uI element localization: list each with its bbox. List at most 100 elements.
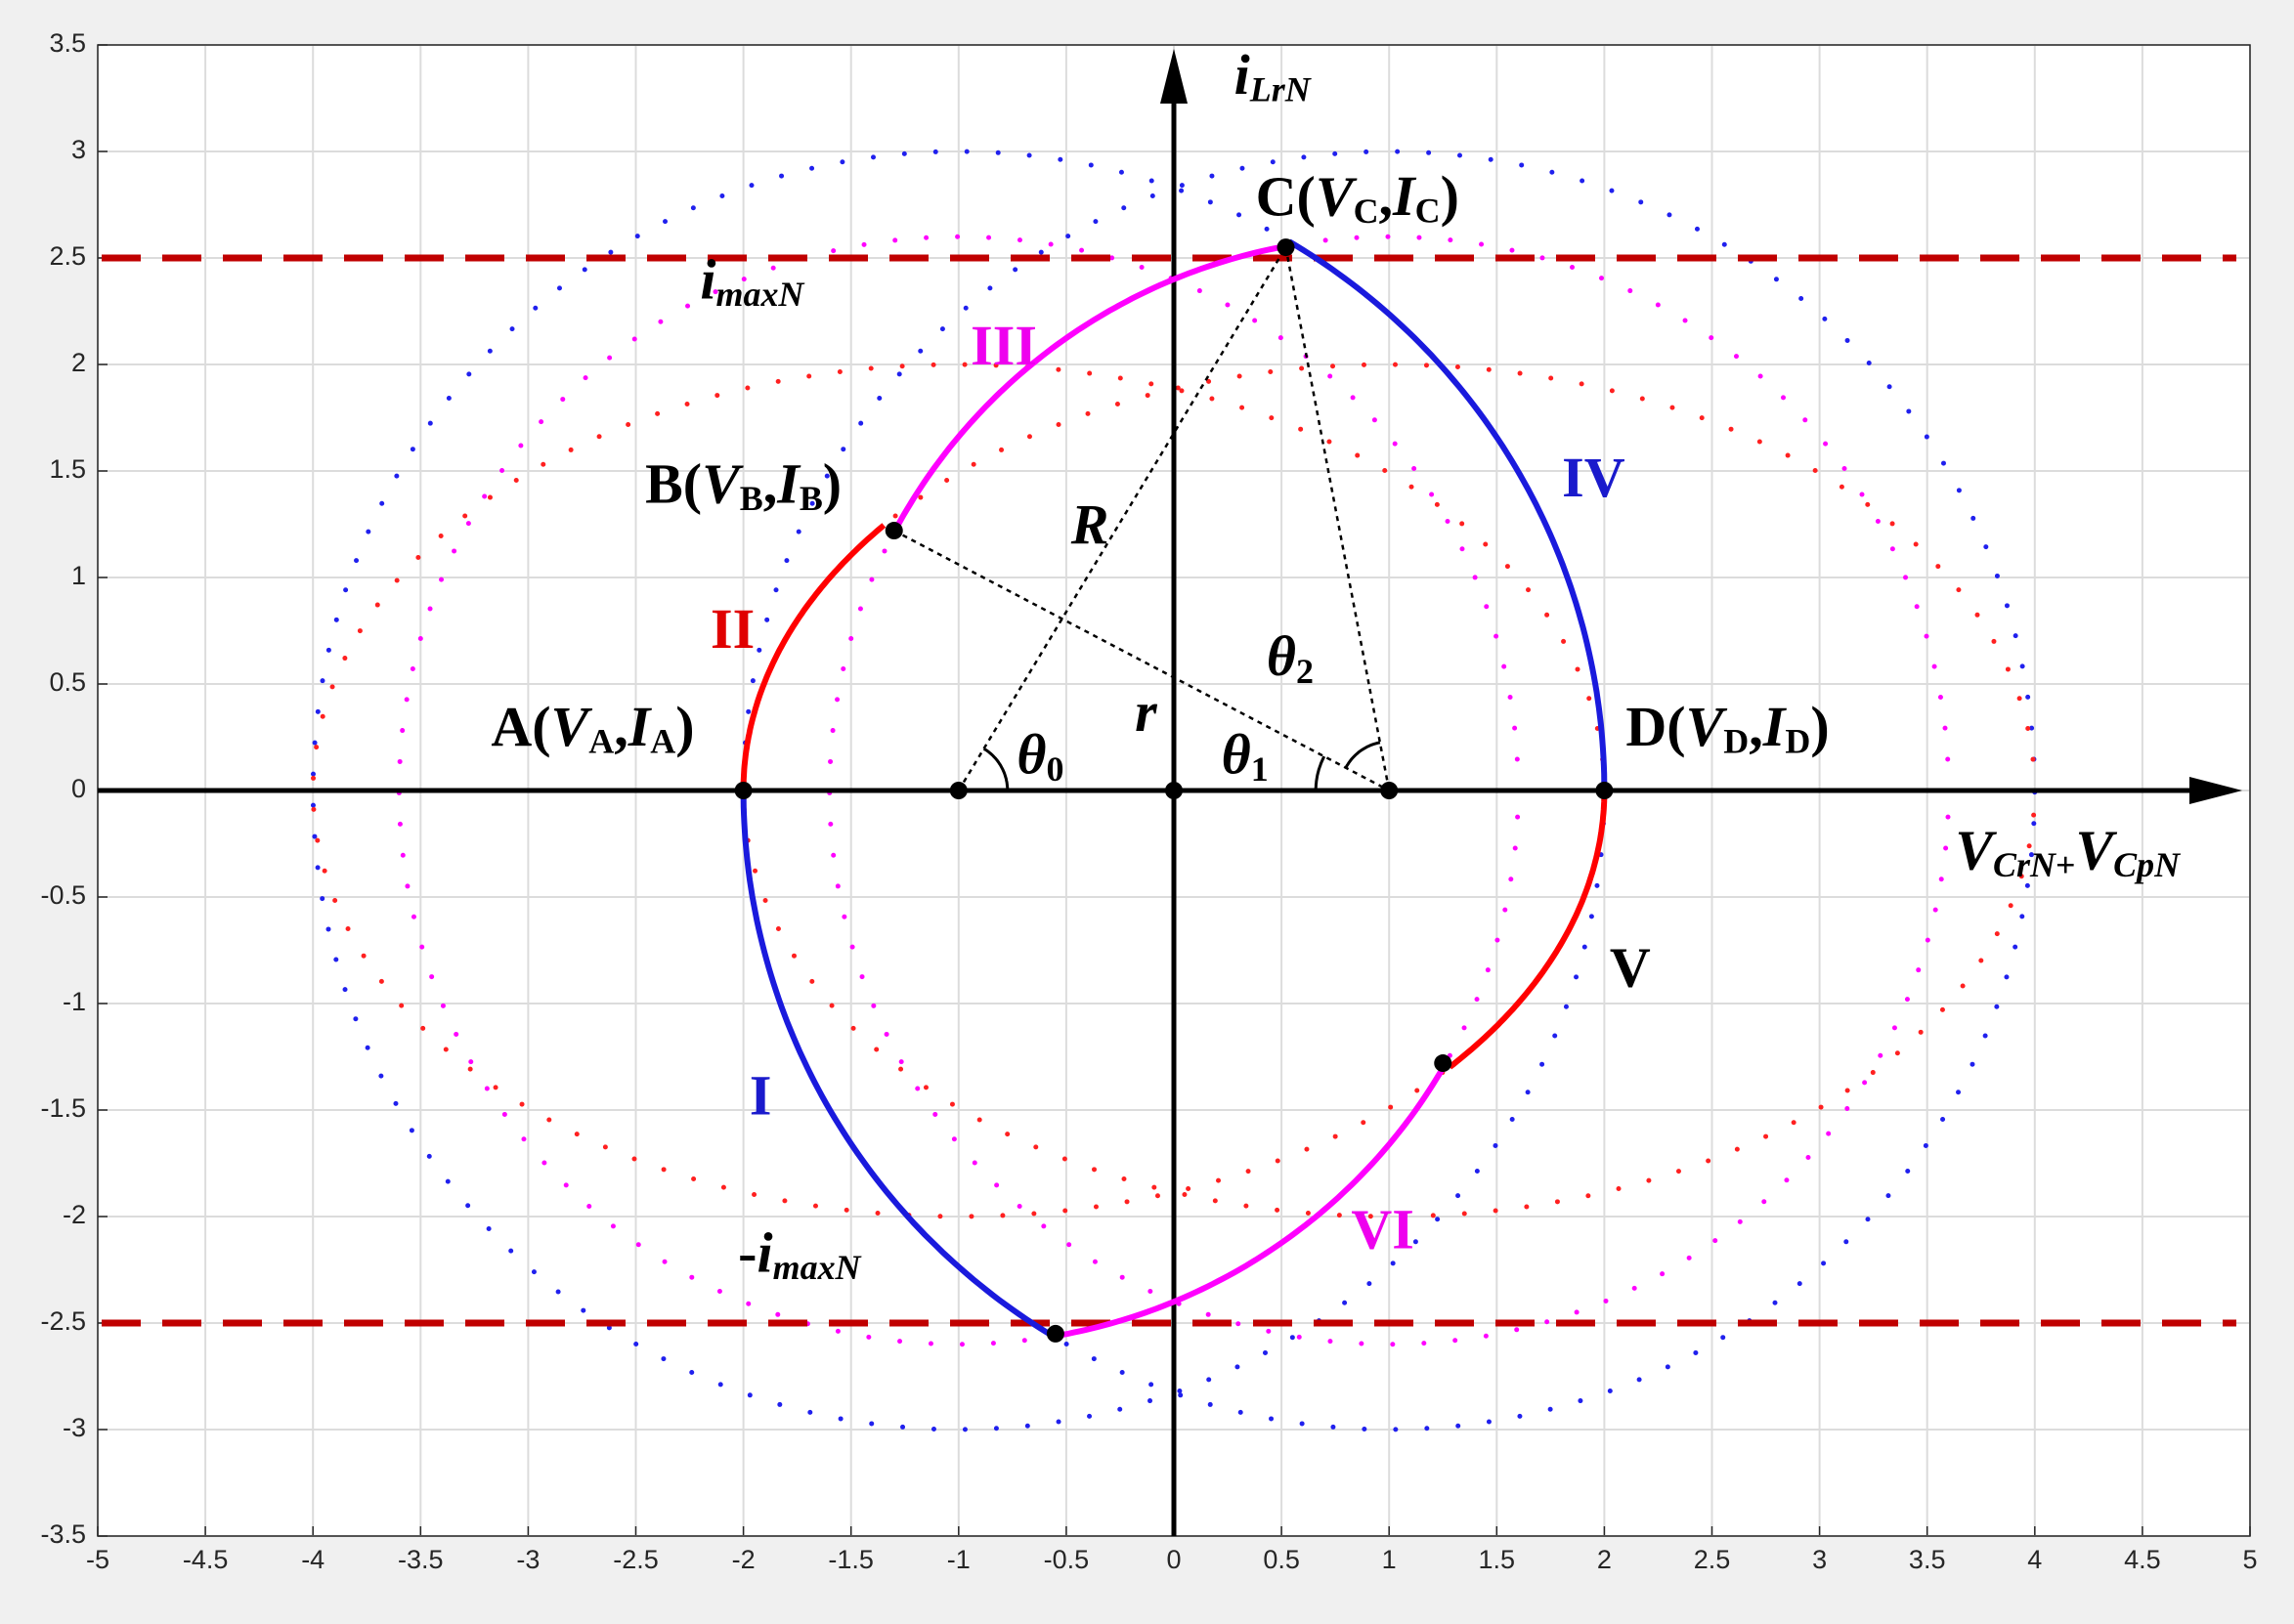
label-part: A [588,722,614,761]
label-part: II [711,597,755,661]
x-tick-label: 1 [1382,1545,1397,1574]
x-tick-label: -3.5 [398,1545,444,1574]
label-part: maxN [773,1248,863,1287]
trajectory-arc [1287,238,1608,791]
y-tick-label: -2 [63,1200,86,1229]
x-tick-label: -5 [86,1545,109,1574]
label-part: ) [1441,164,1459,228]
x-tick-label: 1.5 [1479,1545,1516,1574]
x-tick-label: 2.5 [1694,1545,1731,1574]
label-part: I [1762,695,1788,758]
label-part: , [1749,695,1763,758]
label-part: R [1070,492,1109,556]
label-part: 1 [1251,749,1269,789]
label-part: D [1785,722,1810,761]
label-part: θ [1267,625,1296,689]
label-part: θ [1017,723,1046,787]
label-part: I [776,452,801,516]
y-tick-label: -3 [63,1413,86,1442]
trajectory-arc [740,523,887,791]
x-tick-label: -4.5 [183,1545,229,1574]
x-axis-label: VCrN+VCpN [1955,819,2182,885]
label-part: + [2056,845,2076,884]
annotation: B(VB,IB) [645,452,842,519]
label-part: C [1415,192,1441,231]
trajectory-arc [740,790,1056,1340]
label-part: B [740,479,763,518]
annotation: -imaxN [738,1221,862,1288]
label-part: - [738,1221,757,1285]
x-tick-label: -0.5 [1044,1545,1090,1574]
y-tick-label: 2 [71,348,86,377]
x-tick-label: 0 [1166,1545,1181,1574]
label-part: r [1135,680,1157,744]
guide-line [1284,246,1391,791]
label-part: B [800,479,823,518]
label-part: CrN [1993,845,2057,884]
label-part: ) [823,452,842,516]
label-part: V [1316,165,1358,229]
label-part: V [551,695,593,758]
annotation: D(VD,ID) [1625,695,1829,761]
label-part: D [1723,722,1749,761]
point [949,782,968,799]
y-tick-label: -1 [63,987,86,1016]
annotation: II [711,597,755,661]
label-part: I [750,1064,772,1128]
annotation: imaxN [700,248,805,315]
point [885,522,903,540]
label-part: V [1610,936,1651,1000]
label-part: θ [1222,723,1251,787]
annotation: I [750,1064,772,1128]
x-tick-label: -1.5 [828,1545,874,1574]
annotation: R [1070,492,1109,556]
annotation: V [1610,936,1651,1000]
label-part: V [1955,819,1997,882]
y-tick-label: 1.5 [49,454,86,484]
label-part: 0 [1047,749,1064,789]
trajectory-arc [1055,1062,1449,1340]
label-part: IV [1562,446,1625,509]
y-axis-arrow [1160,49,1188,104]
point [1434,1054,1452,1073]
x-tick-label: -2.5 [613,1545,659,1574]
point [1380,782,1399,799]
label-part: B( [645,452,702,516]
x-tick-label: -4 [301,1545,325,1574]
x-tick-label: 2 [1597,1545,1612,1574]
label-part: C( [1256,165,1316,229]
label-part: VI [1351,1198,1413,1261]
y-axis-label: iLrN [1234,43,1313,109]
x-tick-label: 3.5 [1909,1545,1946,1574]
label-part: ) [1810,695,1829,758]
label-part: , [1379,164,1394,228]
label-part: , [763,452,778,516]
label-part: A( [491,695,550,758]
annotation: A(VA,IA) [491,695,694,761]
label-part: i [700,248,715,312]
angle-arc [982,747,1010,791]
label-part: I [628,695,653,758]
trajectory-arc [891,243,1286,533]
x-axis-arrow [2189,777,2242,804]
point [1046,1324,1064,1343]
annotation: r [1135,680,1157,744]
label-part: i [757,1221,773,1285]
point [734,782,753,799]
label-part: C [1354,192,1379,231]
annotation: IV [1562,446,1625,509]
annotation: C(VC,IC) [1256,164,1459,231]
label-part: maxN [716,275,806,314]
label-part: , [614,695,628,758]
x-tick-label: -2 [732,1545,756,1574]
angle-arc [1314,755,1326,791]
y-tick-label: 0.5 [49,667,86,697]
x-tick-label: -3 [516,1545,540,1574]
y-tick-label: 3.5 [49,28,86,58]
label-part: ) [675,695,694,758]
x-tick-label: -1 [947,1545,971,1574]
y-tick-label: 1 [71,561,86,590]
annotation: θ2 [1267,625,1314,692]
angle-arc [1344,741,1381,769]
annotation: θ0 [1017,723,1063,790]
